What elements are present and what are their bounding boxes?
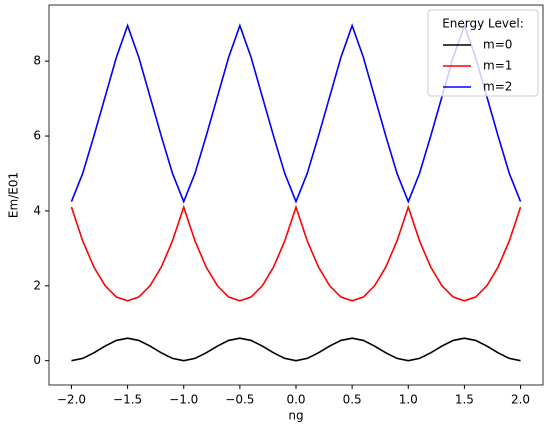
legend-box — [427, 9, 539, 97]
x-tick-label: 1.0 — [399, 393, 418, 407]
y-tick-label: 6 — [33, 129, 41, 143]
x-tick-label: 2.0 — [511, 393, 530, 407]
legend-label: m=0 — [483, 38, 512, 52]
plot-frame — [48, 4, 544, 386]
x-axis-label: ng — [288, 409, 303, 423]
x-tick-label: 0.5 — [343, 393, 362, 407]
x-tick-label: 0.0 — [286, 393, 305, 407]
y-tick-label: 4 — [33, 203, 41, 217]
legend-label: m=2 — [483, 80, 512, 94]
legend-label: m=1 — [483, 59, 512, 73]
series-line — [70, 204, 522, 302]
series-line — [71, 337, 521, 362]
legend-title: Energy Level: — [442, 17, 524, 31]
y-tick-label: 2 — [33, 278, 41, 292]
x-tick-label: 1.5 — [455, 393, 474, 407]
x-tick-label: −2.0 — [57, 393, 86, 407]
x-tick-label: −1.0 — [169, 393, 198, 407]
x-tick-label: −1.5 — [113, 393, 142, 407]
y-tick-label: 0 — [33, 353, 41, 367]
x-tick-label: −0.5 — [225, 393, 254, 407]
y-axis-label: Em/E01 — [7, 172, 21, 218]
y-tick-label: 8 — [33, 54, 41, 68]
